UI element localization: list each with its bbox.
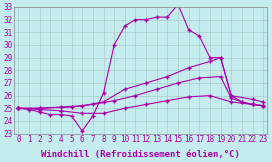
X-axis label: Windchill (Refroidissement éolien,°C): Windchill (Refroidissement éolien,°C) [41, 150, 240, 159]
